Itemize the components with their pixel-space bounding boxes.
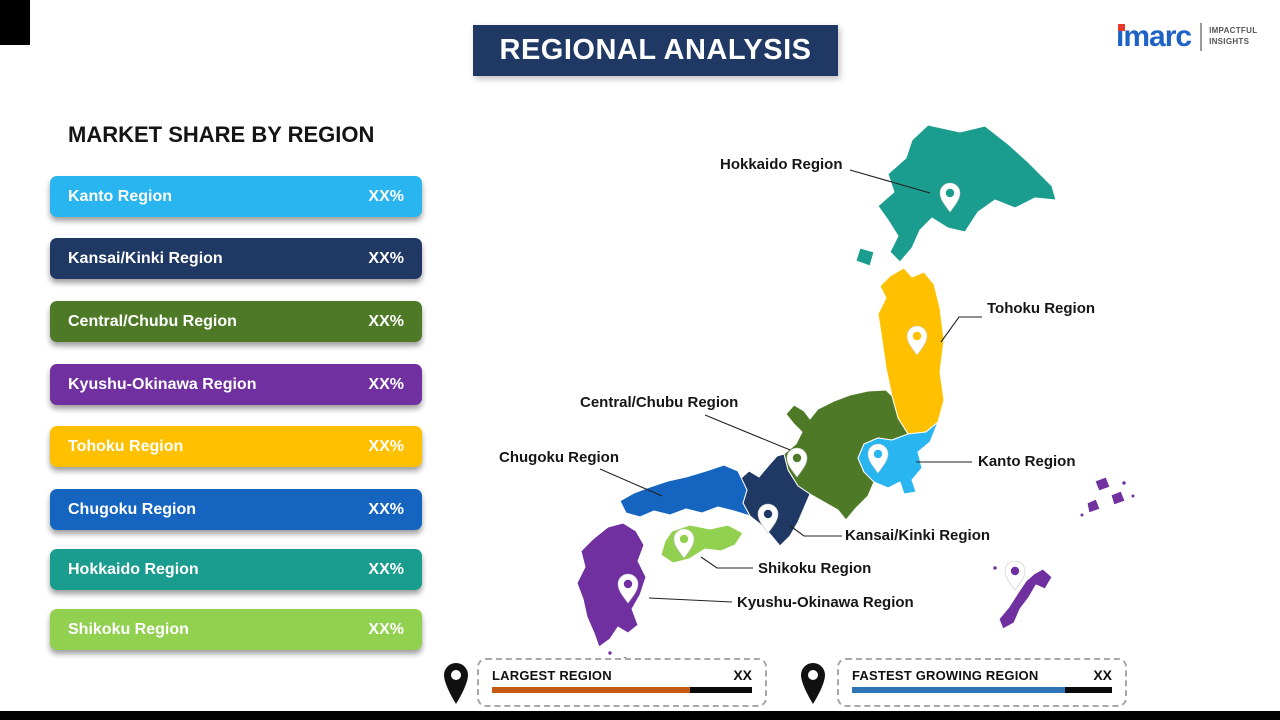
fastest-growing-box: FASTEST GROWING REGION XX xyxy=(837,658,1127,707)
leader-line-tohoku xyxy=(940,316,982,343)
market-share-heading: MARKET SHARE BY REGION xyxy=(68,122,375,147)
share-bar-tohoku: Tohoku Region XX% xyxy=(50,426,422,467)
share-bar-value: XX% xyxy=(368,560,404,578)
share-bar-label: Kansai/Kinki Region xyxy=(68,249,223,267)
map-label-kanto: Kanto Region xyxy=(978,453,1076,470)
largest-region-label: LARGEST REGION xyxy=(492,667,612,683)
fastest-growing-bar-fill xyxy=(852,687,1066,693)
largest-region-box: LARGEST REGION XX xyxy=(477,658,767,707)
map-pin-chubu-icon xyxy=(786,447,808,478)
map-islet xyxy=(1079,512,1085,518)
map-label-tohoku: Tohoku Region xyxy=(987,300,1096,317)
share-bar-value: XX% xyxy=(368,437,404,455)
corner-accent-block xyxy=(0,0,30,45)
logo-tagline-line2: INSIGHTS xyxy=(1209,37,1250,46)
map-region-kansai xyxy=(738,453,811,547)
share-bar-label: Central/Chubu Region xyxy=(68,312,237,330)
share-bar-label: Shikoku Region xyxy=(68,620,189,638)
map-pin-okinawa-icon xyxy=(1004,560,1026,591)
map-pin-kansai-icon xyxy=(757,503,779,534)
map-pin-kyushu-icon xyxy=(617,573,639,604)
logo-tagline: IMPACTFUL INSIGHTS xyxy=(1209,26,1257,48)
fastest-growing-label: FASTEST GROWING REGION xyxy=(852,667,1039,683)
map-label-hokkaido: Hokkaido Region xyxy=(720,156,843,173)
logo-accent-dot-icon xyxy=(1118,24,1125,31)
japan-map xyxy=(576,124,1136,662)
share-bar-label: Tohoku Region xyxy=(68,437,184,455)
largest-region-pin-icon xyxy=(444,663,468,704)
imarc-brand-text: imarc xyxy=(1116,20,1192,53)
map-region-chugoku xyxy=(619,464,751,518)
map-region-amami-islet xyxy=(1086,498,1101,514)
fastest-growing-value: XX xyxy=(1093,667,1112,683)
map-region-hokkaido xyxy=(877,124,1057,263)
bottom-accent-strip xyxy=(0,711,1280,720)
map-pin-tohoku-icon xyxy=(906,325,928,356)
map-label-kyushu-okinawa: Kyushu-Okinawa Region xyxy=(737,594,914,611)
share-bar-kyushu-okinawa: Kyushu-Okinawa Region XX% xyxy=(50,364,422,405)
map-label-central-chubu: Central/Chubu Region xyxy=(580,394,739,411)
share-bar-value: XX% xyxy=(368,500,404,518)
share-bar-label: Hokkaido Region xyxy=(68,560,199,578)
largest-region-bar-rest xyxy=(689,687,752,693)
leader-line-chugoku xyxy=(599,468,663,497)
share-bar-label: Kanto Region xyxy=(68,187,172,205)
map-islet xyxy=(1121,480,1127,486)
share-bar-kanto: Kanto Region XX% xyxy=(50,176,422,217)
share-bar-central-chubu: Central/Chubu Region XX% xyxy=(50,301,422,342)
map-label-chugoku: Chugoku Region xyxy=(499,449,619,466)
share-bar-kansai: Kansai/Kinki Region XX% xyxy=(50,238,422,279)
map-region-okinawa xyxy=(998,568,1053,630)
share-bar-value: XX% xyxy=(368,249,404,267)
leader-line-kyushu xyxy=(648,597,733,603)
map-region-hokkaido-islet xyxy=(855,247,875,267)
share-bar-value: XX% xyxy=(368,620,404,638)
largest-region-bar xyxy=(492,687,752,693)
share-bar-label: Chugoku Region xyxy=(68,500,196,518)
map-islet xyxy=(607,650,613,656)
map-islet xyxy=(1130,493,1136,499)
map-label-kansai: Kansai/Kinki Region xyxy=(845,527,991,544)
share-bar-value: XX% xyxy=(368,375,404,393)
share-bar-value: XX% xyxy=(368,312,404,330)
share-bar-hokkaido: Hokkaido Region XX% xyxy=(50,549,422,590)
leader-line-hokkaido xyxy=(849,169,931,194)
fastest-growing-bar-rest xyxy=(1065,687,1112,693)
map-region-amami-islet xyxy=(1094,476,1111,492)
page-title: REGIONAL ANALYSIS xyxy=(499,34,812,66)
leader-line-kansai xyxy=(788,524,842,537)
logo-tagline-line1: IMPACTFUL xyxy=(1209,26,1258,36)
map-islet xyxy=(992,565,998,571)
title-banner: REGIONAL ANALYSIS xyxy=(473,25,838,76)
largest-region-bar-fill xyxy=(492,687,690,693)
fastest-growing-bar xyxy=(852,687,1112,693)
map-pin-kanto-icon xyxy=(867,443,889,474)
share-bar-chugoku: Chugoku Region XX% xyxy=(50,489,422,530)
map-pin-shikoku-icon xyxy=(673,528,695,559)
logo-divider xyxy=(1200,23,1203,51)
map-pin-hokkaido-icon xyxy=(939,182,961,213)
imarc-logo: imarc IMPACTFUL INSIGHTS xyxy=(1116,22,1257,52)
leader-line-central-chubu xyxy=(704,414,796,453)
imarc-brand: imarc xyxy=(1116,20,1192,53)
map-label-shikoku: Shikoku Region xyxy=(758,560,872,577)
share-bar-value: XX% xyxy=(368,187,404,205)
largest-region-value: XX xyxy=(733,667,752,683)
share-bar-label: Kyushu-Okinawa Region xyxy=(68,375,257,393)
map-region-kyushu xyxy=(576,522,647,648)
map-region-amami-islet xyxy=(1110,490,1126,506)
share-bar-shikoku: Shikoku Region XX% xyxy=(50,609,422,650)
map-region-kanto xyxy=(857,421,939,495)
fastest-growing-pin-icon xyxy=(801,663,825,704)
leader-line-shikoku xyxy=(700,556,753,569)
